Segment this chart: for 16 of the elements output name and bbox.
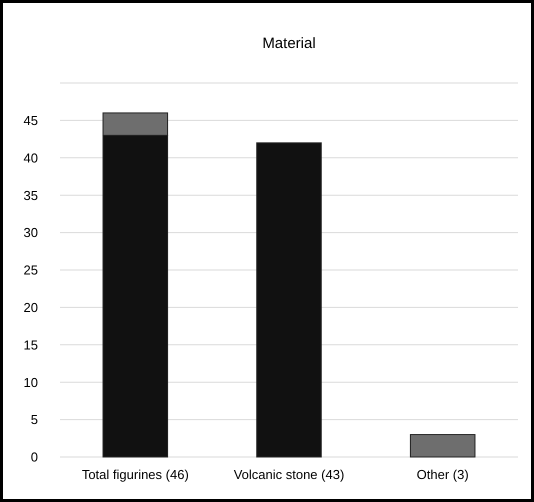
x-tick-label: Total figurines (46) xyxy=(82,467,189,482)
x-tick-label: Volcanic stone (43) xyxy=(234,467,344,482)
y-tick-label: 5 xyxy=(30,412,38,428)
y-tick-label: 20 xyxy=(24,300,38,315)
y-tick-label: 15 xyxy=(24,337,38,352)
y-tick-label: 30 xyxy=(24,225,38,240)
y-tick-label: 45 xyxy=(24,112,38,128)
chart-title: Material xyxy=(262,35,316,52)
bar xyxy=(256,142,322,458)
y-tick-label: 0 xyxy=(30,450,38,465)
x-tick-label: Other (3) xyxy=(416,467,469,482)
y-tick-label: 25 xyxy=(24,262,38,278)
y-tick-label: 35 xyxy=(24,188,38,203)
bar xyxy=(410,434,476,458)
y-tick-label: 40 xyxy=(24,150,38,166)
y-tick-label: 10 xyxy=(24,374,38,390)
